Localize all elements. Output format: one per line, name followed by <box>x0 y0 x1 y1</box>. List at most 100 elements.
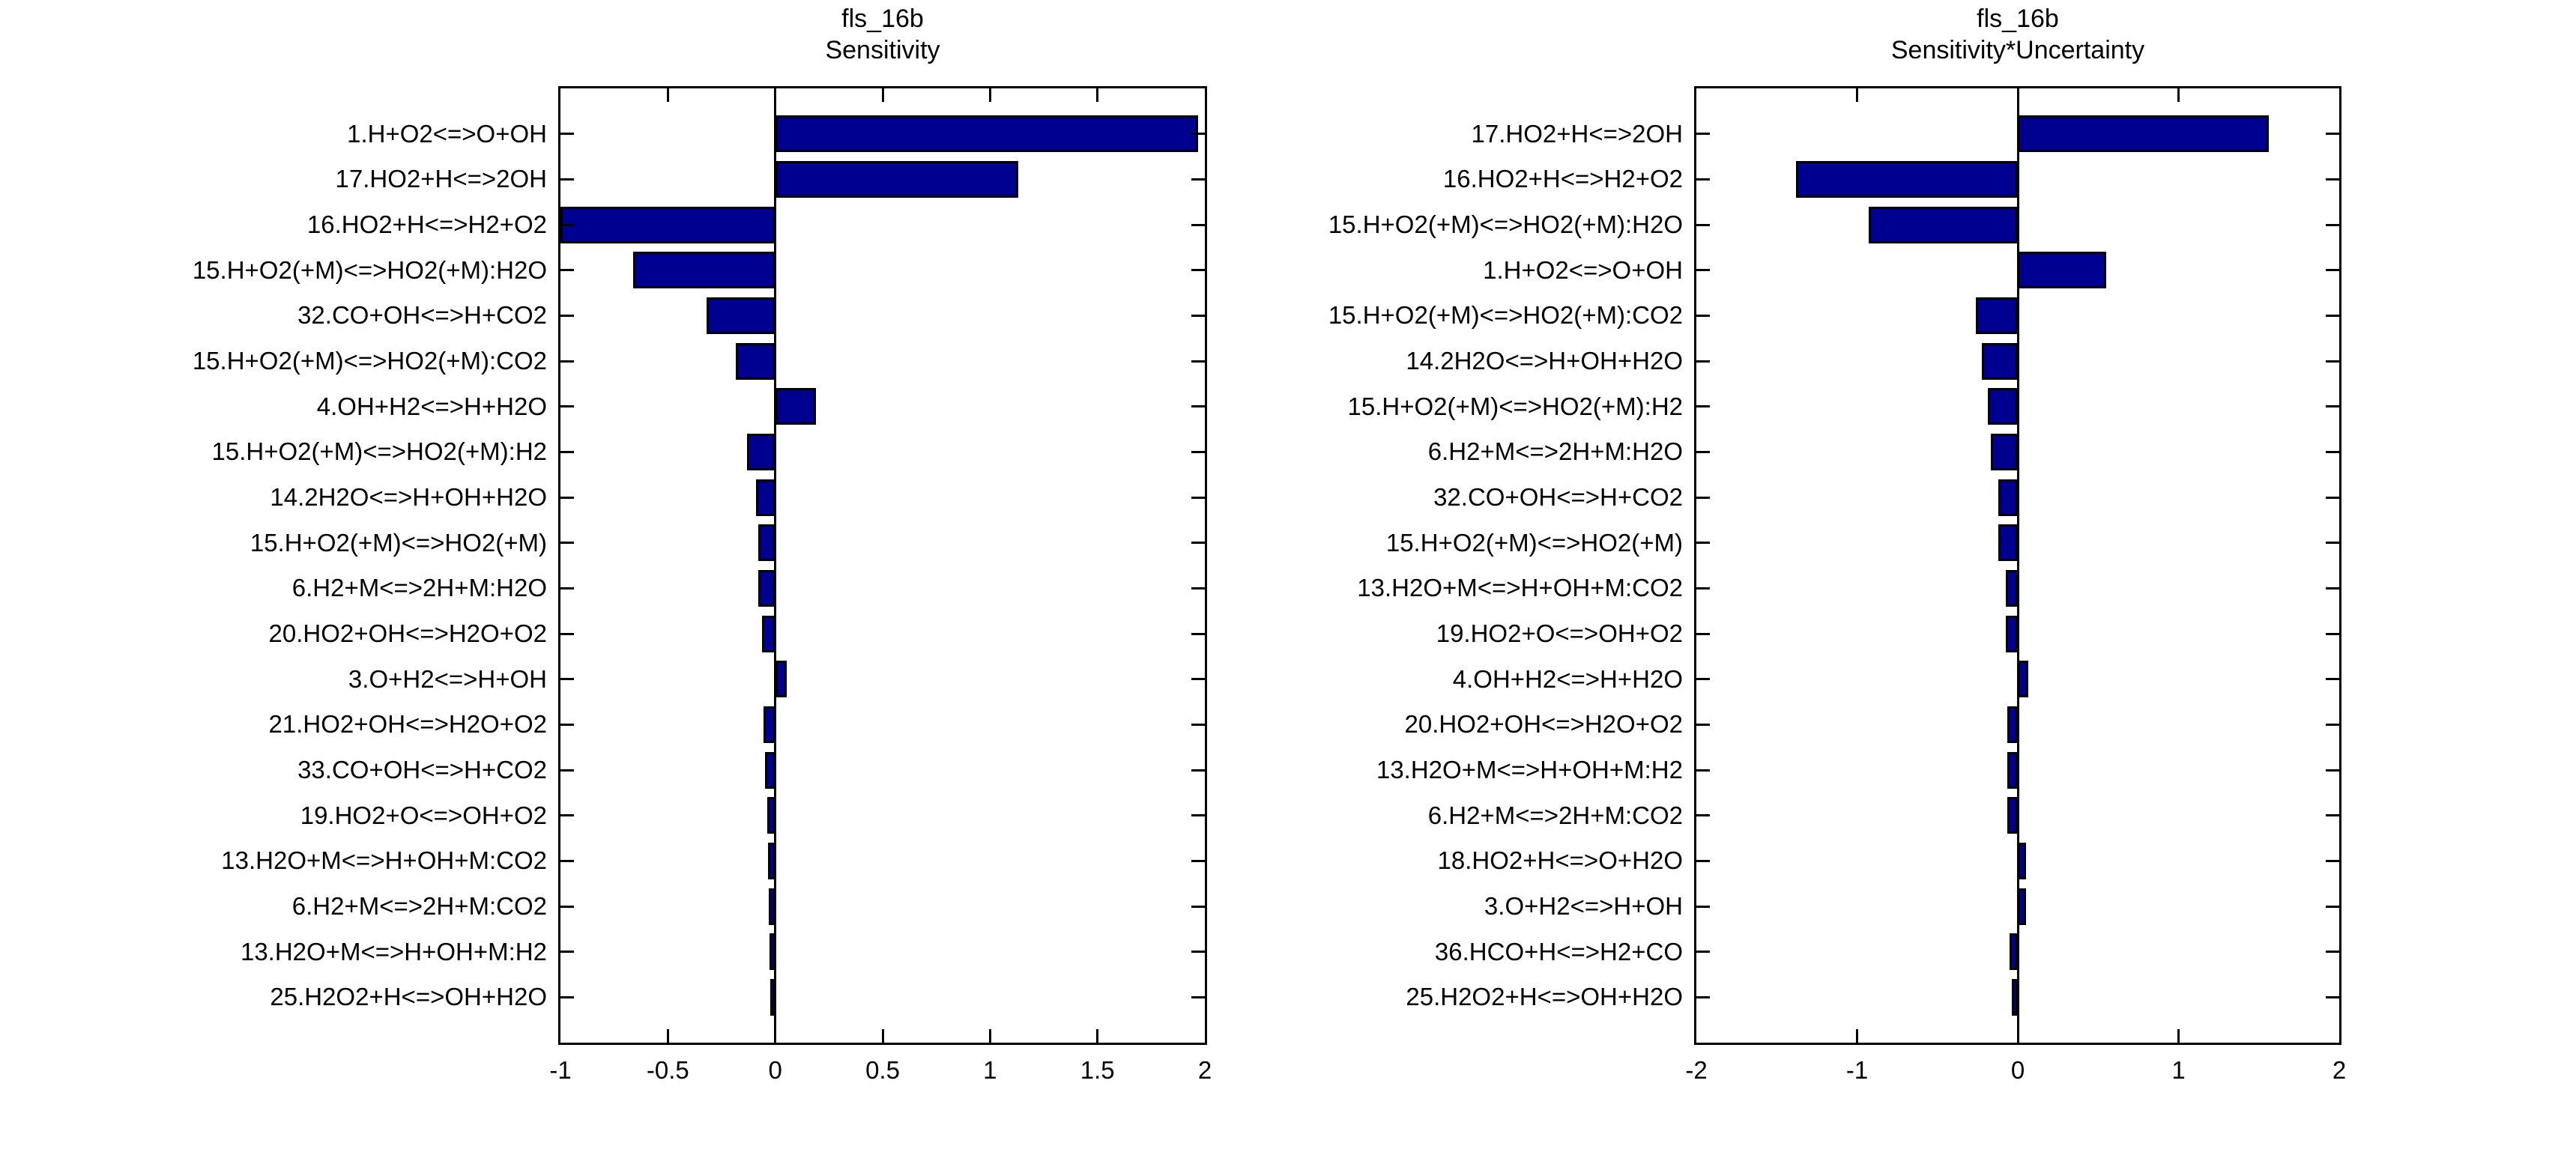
y-tick <box>2326 632 2339 635</box>
y-tick <box>2326 678 2339 681</box>
y-axis-label: 21.HO2+OH<=>H2O+O2 <box>268 710 547 739</box>
y-tick <box>1191 859 1205 862</box>
bar <box>775 115 1199 153</box>
y-axis-label: 15.H+O2(+M)<=>HO2(+M):H2 <box>1347 392 1684 420</box>
y-tick <box>2326 542 2339 545</box>
y-tick <box>560 542 574 545</box>
x-tick-label: -1 <box>549 1056 572 1084</box>
bar <box>1976 297 2018 334</box>
right-chart-title-block: fls_16b Sensitivity*Uncertainty <box>1681 3 2355 66</box>
y-axis-label: 20.HO2+OH<=>H2O+O2 <box>1404 710 1683 739</box>
y-tick <box>1191 542 1205 545</box>
y-axis-label: 36.HCO+H<=>H2+CO <box>1434 937 1683 966</box>
y-tick <box>1191 178 1205 181</box>
y-tick <box>1191 905 1205 908</box>
x-tick <box>1856 88 1858 102</box>
y-tick <box>1191 723 1205 726</box>
y-tick <box>2326 905 2339 908</box>
bar <box>1795 160 2018 198</box>
bar <box>1998 524 2018 562</box>
y-axis-label: 15.H+O2(+M)<=>HO2(+M) <box>250 528 547 557</box>
left-chart-title-block: fls_16b Sensitivity <box>545 3 1220 66</box>
y-tick <box>1191 496 1205 499</box>
y-axis-label: 32.CO+OH<=>H+CO2 <box>297 301 547 330</box>
bar <box>747 433 775 470</box>
y-tick <box>1696 360 1710 363</box>
y-axis-label: 6.H2+M<=>2H+M:H2O <box>291 574 547 602</box>
bar <box>762 615 775 652</box>
bar <box>765 751 775 789</box>
y-tick <box>2326 951 2339 954</box>
y-tick <box>560 769 574 772</box>
y-axis-label: 14.2H2O<=>H+OH+H2O <box>270 483 547 511</box>
x-tick <box>774 1029 777 1043</box>
y-tick <box>560 995 574 998</box>
y-axis-label: 1.H+O2<=>O+OH <box>347 119 547 148</box>
y-axis-label: 15.H+O2(+M)<=>HO2(+M):H2 <box>211 437 548 466</box>
y-tick <box>560 133 574 136</box>
y-tick <box>1696 450 1710 453</box>
y-axis-label: 16.HO2+H<=>H2+O2 <box>1442 165 1683 193</box>
y-tick <box>1696 723 1710 726</box>
y-tick <box>1191 450 1205 453</box>
zero-baseline <box>2016 88 2019 1043</box>
bar <box>560 206 775 243</box>
y-tick <box>2326 995 2339 998</box>
y-axis-label: 13.H2O+M<=>H+OH+M:CO2 <box>221 846 547 875</box>
bar <box>775 661 787 698</box>
x-tick-label: 1.5 <box>1080 1056 1115 1084</box>
y-axis-label: 19.HO2+O<=>OH+O2 <box>1436 619 1683 647</box>
y-tick <box>1191 223 1205 226</box>
y-tick <box>2326 314 2339 317</box>
y-axis-label: 25.H2O2+H<=>OH+H2O <box>1406 983 1683 1011</box>
y-tick <box>1191 814 1205 817</box>
y-tick <box>1191 769 1205 772</box>
bar <box>1868 206 2018 243</box>
y-tick <box>1191 678 1205 681</box>
bar <box>1998 479 2018 516</box>
y-axis-label: 15.H+O2(+M)<=>HO2(+M):CO2 <box>192 347 547 375</box>
y-tick <box>2326 133 2339 136</box>
y-axis-label: 6.H2+M<=>2H+M:CO2 <box>1427 801 1683 829</box>
y-tick <box>560 223 574 226</box>
y-axis-label: 14.2H2O<=>H+OH+H2O <box>1406 347 1683 375</box>
chart-subtitle: Sensitivity <box>825 36 940 64</box>
y-axis-label: 6.H2+M<=>2H+M:H2O <box>1427 437 1683 466</box>
x-tick-label: 0.5 <box>865 1056 900 1084</box>
y-tick <box>560 496 574 499</box>
y-tick <box>2326 859 2339 862</box>
bar <box>633 252 775 289</box>
y-axis-label: 25.H2O2+H<=>OH+H2O <box>270 983 547 1011</box>
bar <box>775 160 1018 198</box>
y-tick <box>560 632 574 635</box>
y-axis-label: 18.HO2+H<=>O+H2O <box>1437 846 1683 875</box>
y-tick <box>1191 360 1205 363</box>
y-tick <box>1696 542 1710 545</box>
y-tick <box>560 859 574 862</box>
y-axis-label: 17.HO2+H<=>2OH <box>335 165 548 193</box>
y-axis-label: 6.H2+M<=>2H+M:CO2 <box>291 892 547 920</box>
y-tick <box>2326 769 2339 772</box>
y-axis-label: 15.H+O2(+M)<=>HO2(+M):CO2 <box>1328 301 1683 330</box>
y-axis-label: 15.H+O2(+M)<=>HO2(+M) <box>1385 528 1683 557</box>
y-tick <box>1191 951 1205 954</box>
y-tick <box>1696 178 1710 181</box>
bar <box>1988 388 2018 425</box>
y-tick <box>560 814 574 817</box>
bar <box>1981 342 2018 380</box>
x-tick <box>2016 1029 2019 1043</box>
bar <box>2007 706 2018 743</box>
x-tick <box>1096 1029 1099 1043</box>
y-tick <box>2326 814 2339 817</box>
y-tick <box>1696 859 1710 862</box>
bar <box>2018 661 2028 698</box>
bar <box>735 342 775 380</box>
y-axis-label: 32.CO+OH<=>H+CO2 <box>1433 483 1683 511</box>
bar <box>769 888 775 925</box>
y-tick <box>2326 269 2339 272</box>
y-axis-label: 17.HO2+H<=>2OH <box>1471 119 1684 148</box>
x-tick <box>2177 88 2180 102</box>
y-tick <box>1191 586 1205 589</box>
y-axis-label: 3.O+H2<=>H+OH <box>348 664 547 693</box>
y-tick <box>560 951 574 954</box>
